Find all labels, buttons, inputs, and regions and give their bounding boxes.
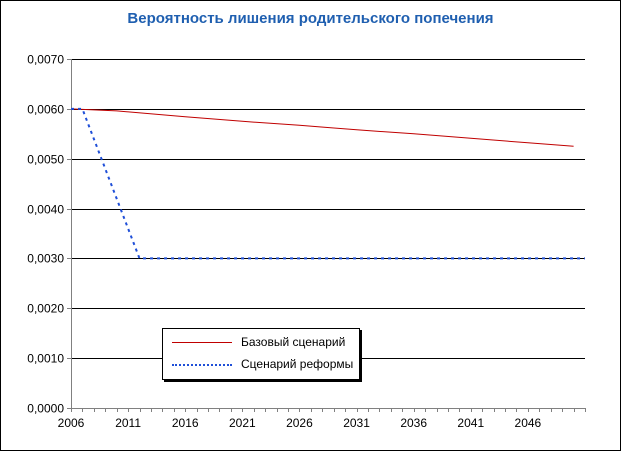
chart-title: Вероятность лишения родительского попече… bbox=[127, 10, 494, 27]
series-line-base bbox=[70, 108, 574, 147]
legend-item-reform: Сценарий реформы bbox=[163, 357, 359, 373]
gridlines bbox=[71, 59, 585, 359]
legend-item-base: Базовый сценарий bbox=[163, 335, 359, 351]
y-tick-label: 0,0040 bbox=[27, 203, 64, 217]
x-axis: 2006 2011 2016 2021 2026 2031 2036 2041 2046 bbox=[58, 408, 586, 430]
legend-label-base: Базовый сценарий bbox=[241, 335, 346, 349]
legend-swatch-reform bbox=[172, 364, 232, 366]
x-tick-label: 2046 bbox=[515, 416, 542, 430]
y-tick-label: 0,0070 bbox=[27, 53, 64, 67]
legend-swatch-base bbox=[172, 342, 232, 343]
x-tick-label: 2006 bbox=[58, 416, 85, 430]
legend: Базовый сценарий Сценарий реформы bbox=[162, 328, 360, 380]
x-tick-label: 2016 bbox=[172, 416, 199, 430]
y-tick-label: 0,0050 bbox=[27, 153, 64, 167]
x-tick-label: 2026 bbox=[286, 416, 313, 430]
y-tick-label: 0,0060 bbox=[27, 103, 64, 117]
legend-label-reform: Сценарий реформы bbox=[241, 357, 354, 371]
x-tick-label: 2031 bbox=[343, 416, 370, 430]
x-tick-label: 2036 bbox=[400, 416, 427, 430]
y-tick-label: 0,0020 bbox=[27, 302, 64, 316]
y-tick-label: 0,0030 bbox=[27, 252, 64, 266]
x-tick-label: 2021 bbox=[229, 416, 256, 430]
y-tick-label: 0,0010 bbox=[27, 352, 64, 366]
series-lines bbox=[70, 107, 585, 260]
x-tick-label: 2041 bbox=[457, 416, 484, 430]
x-tick-label: 2011 bbox=[115, 416, 141, 430]
y-tick-label: 0,0000 bbox=[27, 402, 64, 416]
series-line-reform bbox=[71, 107, 585, 260]
y-axis: 0,0000 0,0010 0,0020 0,0030 0,0040 0,0050 0,00… bbox=[27, 53, 72, 416]
